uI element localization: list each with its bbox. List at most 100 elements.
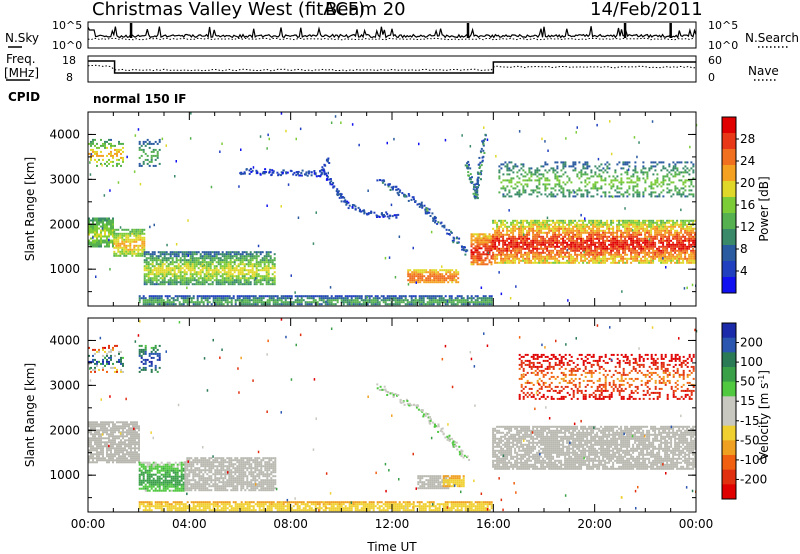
power-cell [267, 271, 270, 274]
power-cell [191, 279, 194, 282]
power-cell [242, 303, 245, 306]
power-cell [506, 179, 509, 182]
power-cell [496, 237, 499, 240]
power-cell [261, 283, 264, 286]
power-cell [129, 248, 132, 251]
power-cell [584, 247, 587, 250]
power-cell [320, 299, 323, 302]
power-cell [624, 257, 627, 260]
power-cell [255, 277, 258, 280]
power-cell [116, 162, 118, 165]
power-cell [221, 259, 224, 262]
power-cell [135, 234, 138, 237]
power-cell [274, 295, 277, 298]
power-cell [427, 275, 430, 278]
power-cell [544, 243, 547, 246]
power-cell [146, 162, 149, 165]
power-cell [172, 299, 175, 302]
power-cell [694, 261, 697, 264]
power-cell [247, 253, 250, 256]
power-cell [498, 169, 501, 172]
power-cell [634, 249, 637, 252]
power-cell [280, 295, 283, 298]
power-cell [492, 245, 495, 248]
power-cell [572, 169, 575, 172]
power-cell [602, 233, 605, 236]
power-cell [190, 299, 193, 302]
power-cell [604, 253, 607, 256]
power-cell [153, 269, 156, 272]
power-cell [152, 295, 155, 298]
power-cell [618, 223, 621, 226]
power-cell [338, 295, 341, 298]
power-cell [514, 257, 517, 260]
power-cell [570, 261, 573, 264]
power-cell [682, 221, 685, 224]
power-cell [676, 221, 679, 224]
power-cell [288, 295, 291, 298]
power-cell [646, 241, 649, 244]
power-cell [632, 259, 635, 262]
power-cell [445, 269, 448, 272]
power-cell [506, 165, 509, 168]
power-cell [594, 237, 597, 240]
power-cell [171, 263, 174, 266]
power-cell [100, 219, 102, 222]
power-cell [155, 269, 158, 272]
power-cell [662, 221, 665, 224]
power-cell [90, 142, 92, 145]
power-cell [241, 257, 244, 260]
power-cell [372, 299, 375, 302]
power-cell [632, 233, 635, 236]
power-cell [278, 303, 281, 306]
power-cell [510, 161, 513, 164]
power-cell [514, 253, 517, 256]
power-cell [536, 261, 539, 264]
power-cell [636, 223, 639, 226]
power-cell [206, 295, 209, 298]
power-cell [112, 245, 114, 248]
power-cell [235, 267, 238, 270]
power-cell [664, 261, 667, 264]
power-cell [125, 248, 128, 251]
power-cell [434, 297, 437, 300]
power-cell [684, 239, 687, 242]
power-cell [199, 261, 202, 264]
power-cell [161, 263, 164, 266]
power-cell [672, 219, 675, 222]
power-cell [146, 154, 149, 157]
power-cell [174, 299, 177, 302]
power-cell [606, 161, 609, 164]
power-cell [265, 281, 268, 284]
power-cell [460, 301, 463, 304]
power-cell [161, 283, 164, 286]
power-cell [137, 228, 140, 231]
power-cell [236, 299, 239, 302]
power-cell [290, 301, 293, 304]
power-cell [598, 251, 601, 254]
power-cell [690, 231, 693, 234]
power-cell [187, 267, 190, 270]
power-cell [348, 303, 351, 306]
power-cell [660, 225, 663, 228]
power-cell [189, 259, 192, 262]
power-cell [600, 237, 603, 240]
power-cell [129, 238, 132, 241]
power-cell [520, 231, 523, 234]
power-cell [408, 303, 411, 306]
power-cell [524, 179, 527, 182]
power-cell [169, 273, 172, 276]
power-cell [425, 271, 428, 274]
power-cell [187, 265, 190, 268]
power-cell [646, 227, 649, 230]
power-cell [213, 273, 216, 276]
power-cell [692, 221, 695, 224]
power-cell [472, 301, 475, 304]
power-cell [102, 235, 104, 238]
power-cell [544, 227, 547, 230]
power-cell [436, 299, 439, 302]
power-cell [310, 303, 313, 306]
power-cell [576, 239, 579, 242]
power-cell [112, 233, 114, 236]
power-cell [690, 255, 693, 258]
